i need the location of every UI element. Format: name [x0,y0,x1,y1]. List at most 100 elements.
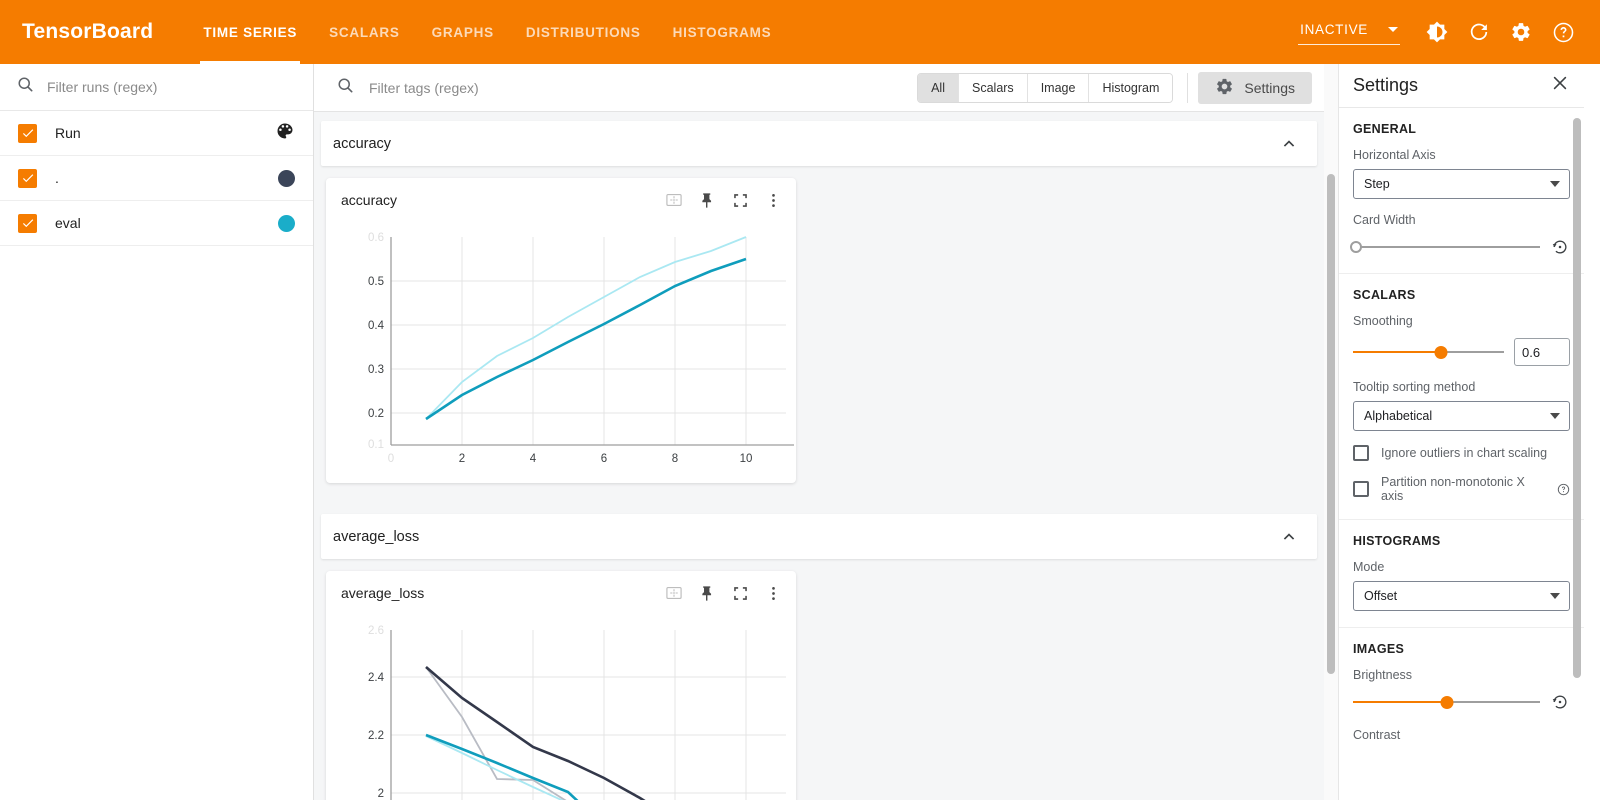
histogram-mode-value: Offset [1364,589,1398,603]
partition-x-axis-checkbox[interactable] [1353,481,1369,497]
slider-fill [1353,351,1441,353]
palette-icon[interactable] [275,121,295,146]
main-nav-tabs: TIME SERIES SCALARS GRAPHS DISTRIBUTIONS… [187,0,787,64]
label-horizontal-axis: Horizontal Axis [1353,148,1436,162]
close-icon[interactable] [1550,73,1570,98]
slider-knob[interactable] [1350,241,1362,253]
svg-text:0.4: 0.4 [368,320,385,332]
chevron-up-icon[interactable] [1279,134,1299,154]
run-label-eval: eval [55,215,81,231]
ignore-outliers-row[interactable]: Ignore outliers in chart scaling [1353,445,1570,461]
help-icon [1552,21,1575,44]
filter-scalars-button[interactable]: Scalars [959,73,1028,102]
help-circle-icon[interactable] [1557,483,1570,496]
fullscreen-icon[interactable] [731,584,750,603]
slider-knob[interactable] [1434,345,1448,359]
label-card-width: Card Width [1353,213,1416,227]
svg-text:6: 6 [601,453,607,465]
settings-panel: Settings GENERAL Horizontal Axis Step Ca… [1338,64,1584,800]
smoothing-value-input[interactable] [1514,338,1570,366]
nav-tab-distributions[interactable]: DISTRIBUTIONS [525,24,641,40]
reload-state-dropdown[interactable]: INACTIVE [1298,19,1400,45]
runs-filter-input[interactable] [47,75,297,99]
nav-tab-time-series[interactable]: TIME SERIES [187,0,313,64]
section-title-scalars: SCALARS [1353,288,1416,302]
chevron-down-icon [1550,593,1560,599]
card-actions-accuracy [664,190,783,210]
slider-fill [1353,701,1447,703]
filter-all-button[interactable]: All [918,73,959,102]
fullscreen-icon[interactable] [731,191,750,210]
svg-text:8: 8 [672,453,678,465]
search-icon [336,76,355,100]
runs-header-row[interactable]: Run [0,111,313,156]
plot-accuracy[interactable]: 0.6 0.5 0.4 0.3 0.2 0.1 0 2 4 6 8 10 [326,222,796,483]
horizontal-axis-select[interactable]: Step [1353,169,1570,199]
select-all-runs-checkbox[interactable] [18,123,37,143]
data-table-icon[interactable] [664,190,684,210]
smoothing-slider[interactable] [1353,345,1504,359]
more-vert-icon[interactable] [764,584,783,603]
filter-image-button[interactable]: Image [1027,73,1090,102]
reset-icon[interactable] [1550,692,1570,712]
brightness-toggle-button[interactable] [1418,13,1456,51]
brightness-slider[interactable] [1353,695,1540,709]
main-scrollbar-thumb[interactable] [1327,174,1335,674]
horizontal-axis-value: Step [1364,177,1390,191]
label-contrast: Contrast [1353,728,1401,742]
group-header-accuracy[interactable]: accuracy [321,121,1317,166]
settings-title: Settings [1353,75,1419,95]
plot-average-loss[interactable]: 2.6 2.4 2.2 2 1.8 [326,615,796,800]
group-title-accuracy: accuracy [333,135,392,152]
main-scrollbar[interactable] [1324,64,1338,800]
run-checkbox-dot[interactable] [18,168,37,188]
more-vert-icon[interactable] [764,191,783,210]
run-checkbox-eval[interactable] [18,213,37,233]
settings-scrollbar-thumb[interactable] [1573,118,1581,678]
slider-knob[interactable] [1440,695,1453,709]
nav-tab-graphs[interactable]: GRAPHS [431,24,494,40]
refresh-icon [1468,21,1490,43]
label-histogram-mode: Mode [1353,560,1385,574]
reset-icon[interactable] [1550,237,1570,257]
run-row-dot[interactable]: . [0,156,313,201]
search-icon [16,75,35,99]
group-header-average-loss[interactable]: average_loss [321,514,1317,559]
nav-tab-scalars[interactable]: SCALARS [329,24,400,40]
chevron-down-icon [1388,27,1398,32]
svg-text:2.2: 2.2 [368,730,384,742]
group-title-average-loss: average_loss [333,528,420,545]
scalar-card-average-loss: average_loss [326,571,796,800]
pin-icon[interactable] [698,191,717,210]
histogram-mode-select[interactable]: Offset [1353,581,1570,611]
card-width-slider[interactable] [1350,240,1540,254]
settings-section-images: IMAGES Brightness Contrast [1339,628,1584,765]
settings-section-general: GENERAL Horizontal Axis Step Card Width [1339,108,1584,274]
reload-button[interactable] [1460,13,1498,51]
settings-toggle-button[interactable]: Settings [1198,71,1312,104]
runs-column-label: Run [55,125,81,141]
ignore-outliers-checkbox[interactable] [1353,445,1369,461]
filter-histogram-button[interactable]: Histogram [1089,73,1173,102]
tags-filter-input[interactable] [369,75,918,100]
run-row-eval[interactable]: eval [0,201,313,246]
data-table-icon[interactable] [664,583,684,603]
tooltip-sorting-select[interactable]: Alphabetical [1353,401,1570,431]
nav-tab-histograms[interactable]: HISTOGRAMS [672,24,772,40]
runs-sidebar: Run . eval [0,64,314,800]
svg-text:2.6: 2.6 [368,625,384,637]
pin-icon[interactable] [698,584,717,603]
section-title-histograms: HISTOGRAMS [1353,534,1441,548]
chevron-up-icon[interactable] [1279,527,1299,547]
help-button[interactable] [1544,13,1582,51]
svg-text:0: 0 [388,453,394,465]
svg-text:0.6: 0.6 [368,232,384,244]
svg-text:10: 10 [740,453,753,465]
label-brightness: Brightness [1353,668,1413,682]
global-settings-button[interactable] [1502,13,1540,51]
svg-text:0.2: 0.2 [368,408,384,420]
partition-x-axis-row[interactable]: Partition non-monotonic X axis [1353,475,1570,503]
card-header-average-loss: average_loss [326,571,796,615]
smoothing-slider-row [1353,338,1570,366]
card-wrap-accuracy: accuracy [314,166,1324,483]
